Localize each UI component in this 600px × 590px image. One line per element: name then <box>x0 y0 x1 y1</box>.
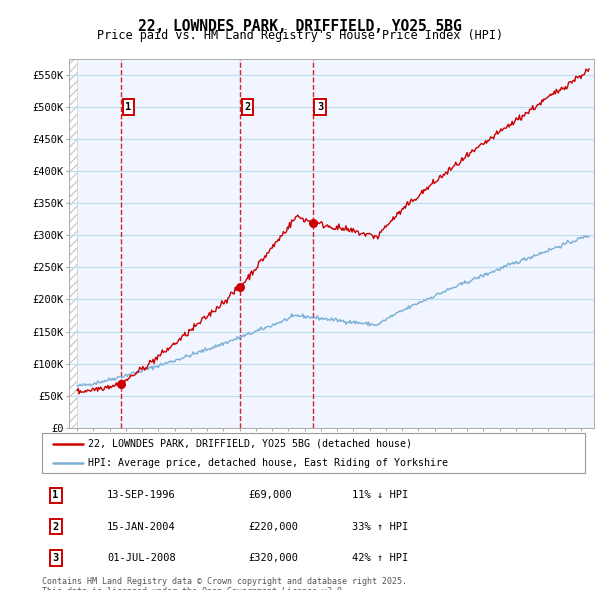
Text: 42% ↑ HPI: 42% ↑ HPI <box>352 553 408 563</box>
Text: 01-JUL-2008: 01-JUL-2008 <box>107 553 176 563</box>
Text: 13-SEP-1996: 13-SEP-1996 <box>107 490 176 500</box>
Text: Contains HM Land Registry data © Crown copyright and database right 2025.
This d: Contains HM Land Registry data © Crown c… <box>42 577 407 590</box>
Text: 33% ↑ HPI: 33% ↑ HPI <box>352 522 408 532</box>
Text: 22, LOWNDES PARK, DRIFFIELD, YO25 5BG: 22, LOWNDES PARK, DRIFFIELD, YO25 5BG <box>138 19 462 34</box>
Text: £69,000: £69,000 <box>248 490 292 500</box>
Text: 2: 2 <box>244 102 251 112</box>
Text: 15-JAN-2004: 15-JAN-2004 <box>107 522 176 532</box>
Text: 1: 1 <box>52 490 59 500</box>
Text: 11% ↓ HPI: 11% ↓ HPI <box>352 490 408 500</box>
Text: 3: 3 <box>317 102 323 112</box>
FancyBboxPatch shape <box>42 433 585 473</box>
Text: 2: 2 <box>52 522 59 532</box>
Text: £220,000: £220,000 <box>248 522 298 532</box>
Text: £320,000: £320,000 <box>248 553 298 563</box>
Text: HPI: Average price, detached house, East Riding of Yorkshire: HPI: Average price, detached house, East… <box>88 458 448 468</box>
Text: 1: 1 <box>125 102 131 112</box>
Text: Price paid vs. HM Land Registry's House Price Index (HPI): Price paid vs. HM Land Registry's House … <box>97 30 503 42</box>
Text: 3: 3 <box>52 553 59 563</box>
Text: 22, LOWNDES PARK, DRIFFIELD, YO25 5BG (detached house): 22, LOWNDES PARK, DRIFFIELD, YO25 5BG (d… <box>88 439 412 449</box>
